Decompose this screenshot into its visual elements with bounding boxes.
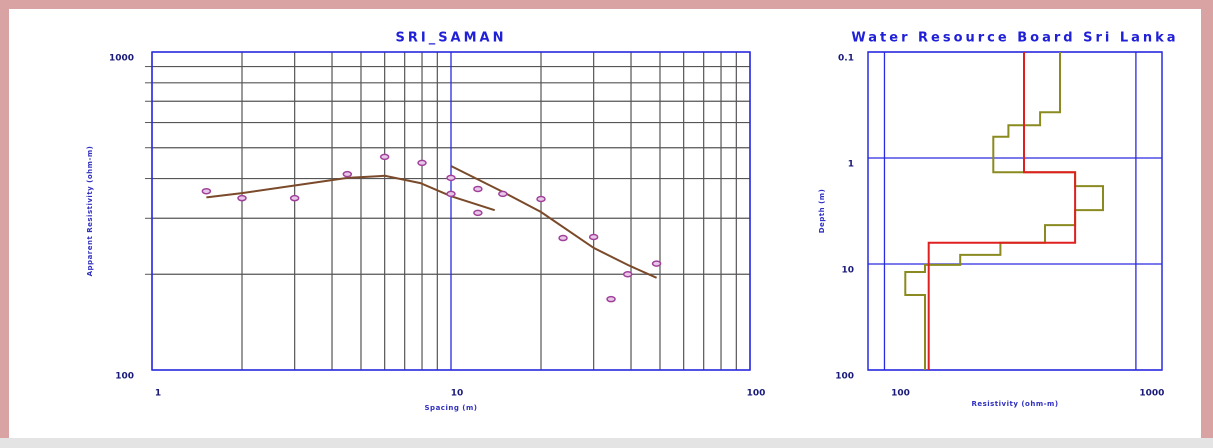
x-tick-label: 100 [891,389,910,399]
data-point [588,233,599,241]
x-axis-label: Resistivity (ohm-m) [971,400,1058,408]
plot-frame [151,51,751,371]
layer-model [927,52,1077,370]
data-point [651,260,662,267]
plot-frame [867,51,1163,371]
panel [9,9,1201,438]
y-tick-label: 1 [848,160,854,170]
data-point [342,170,353,178]
data-point [606,295,616,303]
y-axis-label: Depth (m) [818,189,826,234]
chart-title: SRI_SAMAN [395,31,506,46]
data-point [473,185,483,193]
x-tick-label: 1000 [1139,389,1164,399]
x-tick-label: 100 [747,389,766,399]
data-point [289,194,300,202]
y-tick-label: 0.1 [838,54,854,64]
data-point [379,153,390,161]
curve [450,165,658,279]
data-point [417,159,427,167]
y-tick-label: 10 [841,266,854,276]
y-tick-label: 100 [835,372,854,382]
x-tick-label: 1 [155,389,161,399]
data-point [446,190,456,198]
y-tick-label: 100 [115,372,134,382]
data-point [536,195,546,203]
data-point [498,190,508,198]
y-axis-label: Apparent Resistivity (ohm-m) [86,146,94,277]
data-point [446,174,456,182]
curve [206,174,496,212]
status-bar [0,438,1213,448]
data-point [237,194,247,202]
data-point [622,271,633,278]
x-tick-label: 10 [451,389,464,399]
data-point [558,234,568,242]
data-point [473,209,483,217]
data-point [201,187,212,195]
y-tick-label: 1000 [109,54,134,64]
chart-title: Water Resource Board Sri Lanka [851,31,1178,46]
layer-model [904,52,1104,370]
x-axis-label: Spacing (m) [425,404,478,412]
